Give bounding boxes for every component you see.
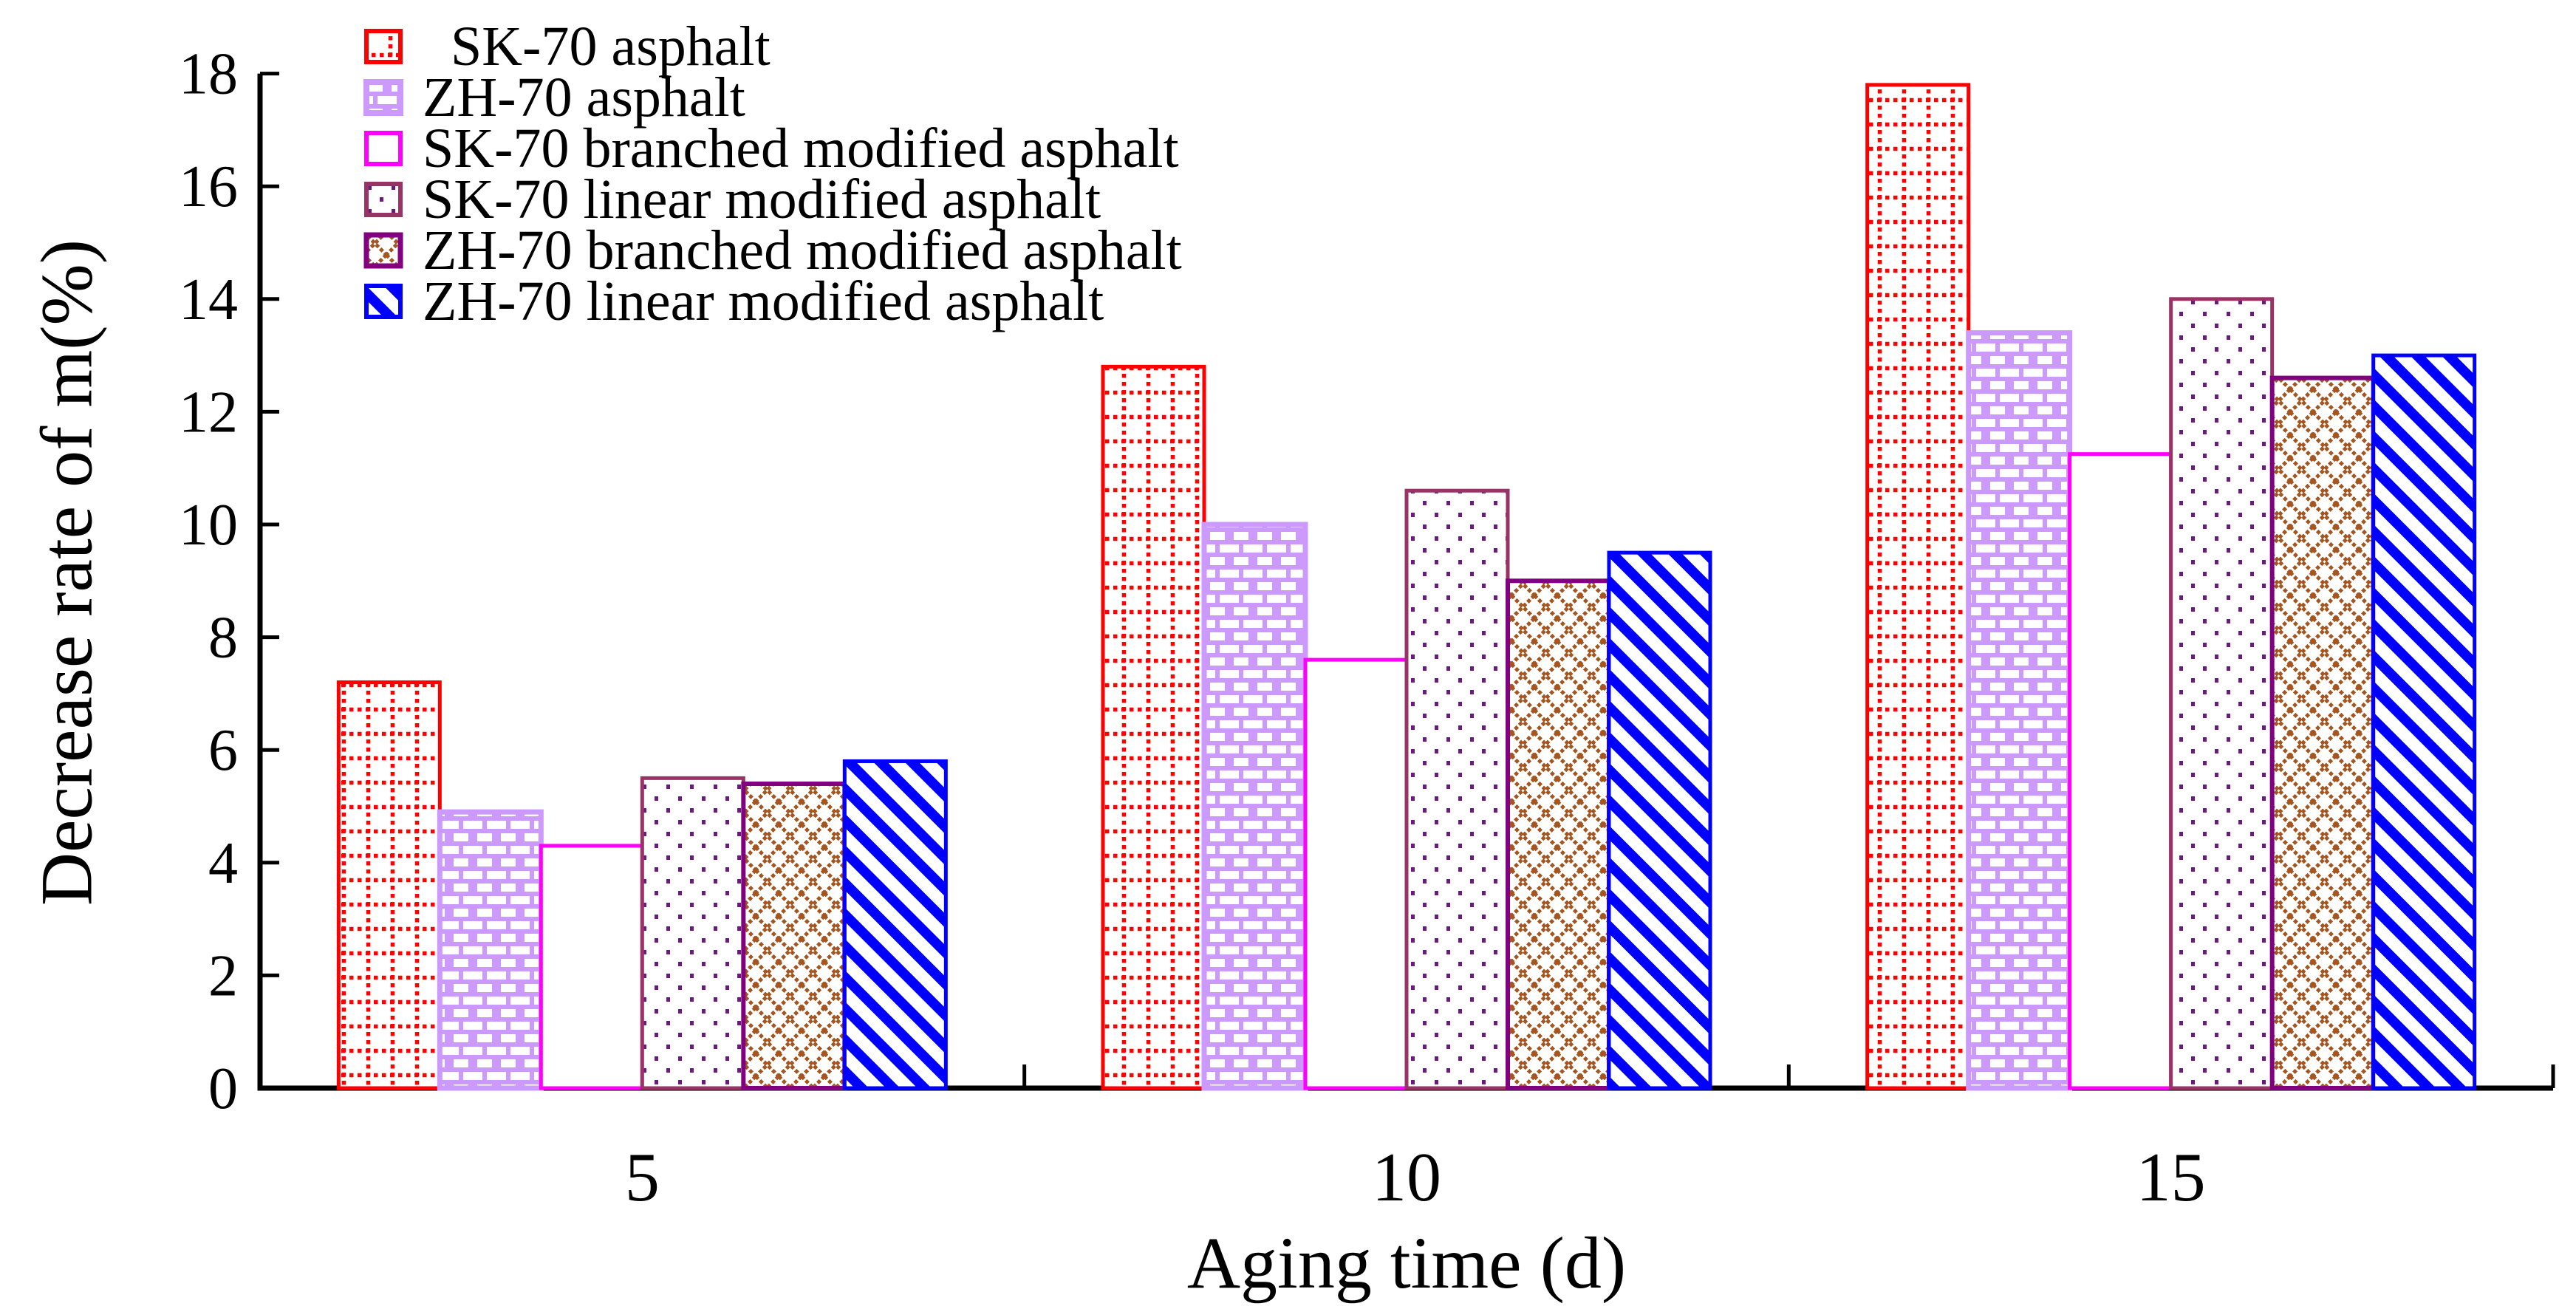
bar-sk-70-linear-modified-asphalt-10d: [1404, 488, 1510, 1090]
bar-zh-70-asphalt-5d: [437, 809, 544, 1091]
bar-sk-70-asphalt-5d: [336, 680, 442, 1090]
x-tick-label: 10: [1372, 1139, 1441, 1216]
y-tick-label: 14: [179, 267, 238, 332]
y-tick-label: 4: [208, 831, 238, 896]
y-axis-title: Decrease rate of m(%): [25, 239, 108, 906]
bar-zh-70-linear-modified-asphalt-15d: [2371, 353, 2477, 1090]
legend: SK-70 asphalt ZH-70 asphalt SK-70 branch…: [363, 15, 1182, 332]
tick-labels: 0 2 4 6 8 10 12 14 16 18 5 10 15: [179, 42, 2206, 1216]
legend-label: ZH-70 asphalt: [423, 66, 745, 129]
legend-swatch-violet-brick: [363, 78, 403, 116]
y-tick-label: 16: [179, 154, 238, 219]
y-tick-label: 0: [208, 1056, 238, 1121]
legend-label: ZH-70 linear modified asphalt: [423, 270, 1104, 332]
x-tick-label: 15: [2136, 1139, 2206, 1216]
legend-swatch-red-dotted-grid: [364, 28, 403, 64]
bar-sk-70-branched-modified-asphalt-15d: [2068, 452, 2173, 1090]
legend-item-zh-70-linear-modified-asphalt: ZH-70 linear modified asphalt: [363, 270, 1182, 332]
bar-zh-70-asphalt-10d: [1201, 522, 1308, 1091]
bar-sk-70-branched-modified-asphalt-5d: [539, 844, 644, 1090]
legend-item-zh-70-asphalt: ZH-70 asphalt: [363, 66, 1182, 129]
bar-zh-70-asphalt-15d: [1966, 330, 2073, 1091]
y-tick-label: 8: [208, 606, 238, 671]
legend-label: ZH-70 branched modified asphalt: [423, 219, 1182, 281]
bar-zh-70-linear-modified-asphalt-10d: [1607, 550, 1712, 1090]
y-tick-label: 6: [208, 718, 238, 783]
bar-zh-70-linear-modified-asphalt-5d: [842, 759, 948, 1090]
bar-zh-70-branched-modified-asphalt-5d: [741, 781, 847, 1090]
bar-zh-70-branched-modified-asphalt-15d: [2269, 375, 2376, 1090]
bar-sk-70-linear-modified-asphalt-5d: [640, 776, 745, 1090]
y-tick-label: 2: [208, 943, 238, 1008]
legend-label: SK-70 linear modified asphalt: [423, 168, 1101, 230]
legend-swatch-magenta-plain: [364, 130, 403, 166]
legend-item-sk-70-linear-modified-asphalt: SK-70 linear modified asphalt: [363, 168, 1182, 230]
legend-item-sk-70-asphalt: SK-70 asphalt: [363, 15, 1182, 78]
legend-swatch-purple-dots: [364, 181, 403, 217]
y-tick-label: 18: [179, 42, 238, 107]
legend-item-zh-70-branched-modified-asphalt: ZH-70 branched modified asphalt: [363, 219, 1182, 281]
x-tick-label: 5: [625, 1139, 660, 1216]
bar-sk-70-asphalt-15d: [1865, 83, 1971, 1090]
legend-label: SK-70 asphalt: [423, 15, 771, 78]
y-tick-label: 10: [179, 493, 238, 558]
legend-swatch-brown-crosshatch: [363, 232, 403, 268]
y-tick-label: 12: [179, 380, 238, 445]
bar-zh-70-branched-modified-asphalt-10d: [1506, 578, 1611, 1090]
axes: [257, 72, 2555, 1091]
legend-item-sk-70-branched-modified-asphalt: SK-70 branched modified asphalt: [363, 117, 1182, 180]
bar-sk-70-asphalt-10d: [1101, 364, 1206, 1090]
bar-sk-70-linear-modified-asphalt-15d: [2169, 297, 2275, 1090]
legend-swatch-blue-diagonal-stripes: [364, 283, 403, 319]
bars: [336, 83, 2477, 1091]
bar-sk-70-branched-modified-asphalt-10d: [1303, 657, 1409, 1090]
legend-label: SK-70 branched modified asphalt: [423, 117, 1179, 180]
x-axis-title: Aging time (d): [1186, 1222, 1627, 1304]
